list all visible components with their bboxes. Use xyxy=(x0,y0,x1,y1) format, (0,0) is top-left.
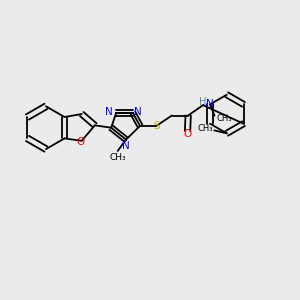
Text: CH₃: CH₃ xyxy=(110,153,126,162)
Text: N: N xyxy=(122,141,130,151)
Text: S: S xyxy=(153,121,160,131)
Text: H: H xyxy=(199,97,206,107)
Text: N: N xyxy=(105,107,113,117)
Text: CH₃: CH₃ xyxy=(216,113,232,122)
Text: N: N xyxy=(134,107,142,117)
Text: CH₃: CH₃ xyxy=(197,124,213,133)
Text: N: N xyxy=(206,99,214,109)
Text: O: O xyxy=(76,137,84,147)
Text: O: O xyxy=(183,129,192,139)
